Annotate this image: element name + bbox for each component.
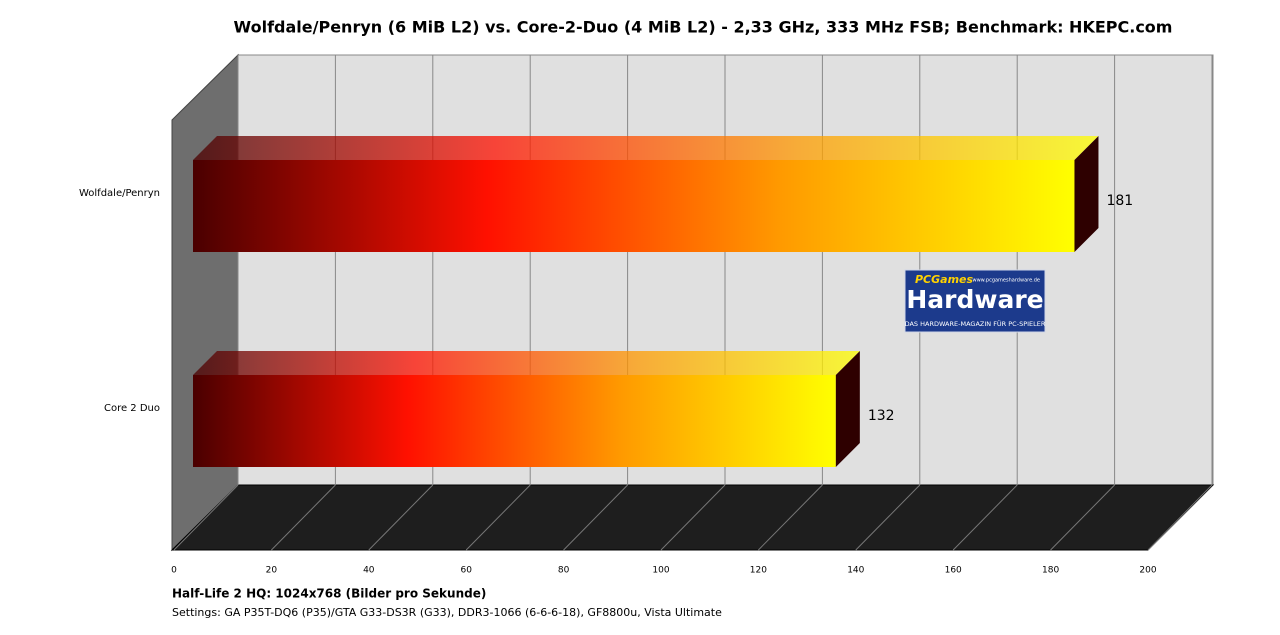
bar-end: [1074, 136, 1099, 252]
x-axis-label: Half-Life 2 HQ: 1024x768 (Bilder pro Sek…: [172, 587, 486, 601]
chart-title: Wolfdale/Penryn (6 MiB L2) vs. Core-2-Du…: [234, 18, 1173, 37]
grid-line: [563, 484, 628, 551]
grid-line: [1050, 484, 1115, 551]
logo-tagline: DAS HARDWARE-MAGAZIN FÜR PC-SPIELER: [905, 319, 1046, 328]
x-tick-label: 80: [558, 566, 570, 576]
logo-top: PCGames: [915, 273, 974, 286]
y-tick-label: Core 2 Duo: [104, 403, 160, 414]
x-tick-label: 160: [945, 566, 962, 576]
bar: [193, 160, 1075, 252]
grid-line: [855, 484, 921, 551]
bar: [193, 375, 836, 467]
y-tick-label: Wolfdale/Penryn: [79, 188, 160, 199]
grid-line: [465, 484, 531, 551]
bar-top: [193, 136, 1099, 160]
x-tick-label: 100: [652, 566, 669, 576]
x-tick-label: 200: [1139, 566, 1156, 576]
note: Settings: GA P35T-DQ6 (P35)/GTA G33-DS3R…: [172, 606, 722, 619]
grid-line: [1147, 484, 1213, 551]
x-tick-label: 60: [460, 566, 472, 576]
x-tick-label: 120: [750, 566, 767, 576]
grid-line: [368, 484, 434, 551]
grid-line: [271, 484, 336, 551]
x-tick-label: 40: [363, 566, 375, 576]
bar-end: [835, 351, 860, 467]
logo-url: www.pcgameshardware.de: [973, 278, 1041, 284]
logo-main: Hardware: [906, 285, 1043, 314]
x-tick-label: 20: [266, 566, 278, 576]
data-label: 132: [868, 408, 895, 424]
x-tick-label: 0: [171, 566, 177, 576]
grid-line: [952, 484, 1018, 551]
grid-line: [758, 484, 823, 551]
grid-line: [660, 484, 726, 551]
x-tick-label: 180: [1042, 566, 1059, 576]
bar-top: [193, 351, 860, 375]
data-label: 181: [1106, 193, 1133, 209]
grid-line: [173, 484, 239, 551]
x-tick-label: 140: [847, 566, 864, 576]
side-wall: [171, 53, 239, 552]
logo: PCGames www.pcgameshardware.de Hardware …: [904, 269, 1046, 333]
